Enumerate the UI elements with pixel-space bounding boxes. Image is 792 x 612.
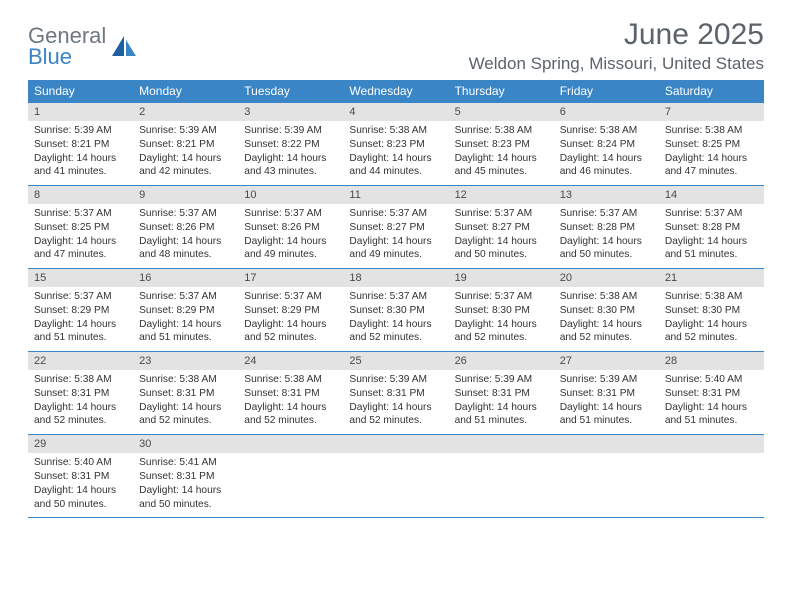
day-number-cell: 8 — [28, 186, 133, 205]
day-data-row: Sunrise: 5:37 AMSunset: 8:25 PMDaylight:… — [28, 204, 764, 269]
day-data-cell — [238, 453, 343, 518]
calendar-table: SundayMondayTuesdayWednesdayThursdayFrid… — [28, 80, 764, 518]
day-data-cell: Sunrise: 5:37 AMSunset: 8:30 PMDaylight:… — [449, 287, 554, 352]
day-data-cell: Sunrise: 5:39 AMSunset: 8:31 PMDaylight:… — [449, 370, 554, 435]
day-data-cell: Sunrise: 5:37 AMSunset: 8:25 PMDaylight:… — [28, 204, 133, 269]
weekday-header: Thursday — [449, 80, 554, 103]
day-data-cell: Sunrise: 5:38 AMSunset: 8:30 PMDaylight:… — [659, 287, 764, 352]
day-number-cell: 19 — [449, 269, 554, 288]
day-number-cell: 14 — [659, 186, 764, 205]
day-number-cell: 4 — [343, 103, 448, 122]
day-data-cell: Sunrise: 5:37 AMSunset: 8:30 PMDaylight:… — [343, 287, 448, 352]
day-data-row: Sunrise: 5:37 AMSunset: 8:29 PMDaylight:… — [28, 287, 764, 352]
day-number-cell: 13 — [554, 186, 659, 205]
day-data-row: Sunrise: 5:38 AMSunset: 8:31 PMDaylight:… — [28, 370, 764, 435]
location-text: Weldon Spring, Missouri, United States — [469, 54, 764, 74]
day-number-row: 891011121314 — [28, 186, 764, 205]
weekday-header: Tuesday — [238, 80, 343, 103]
day-data-cell: Sunrise: 5:39 AMSunset: 8:21 PMDaylight:… — [133, 121, 238, 186]
day-data-cell: Sunrise: 5:38 AMSunset: 8:31 PMDaylight:… — [28, 370, 133, 435]
weekday-header: Friday — [554, 80, 659, 103]
day-data-row: Sunrise: 5:40 AMSunset: 8:31 PMDaylight:… — [28, 453, 764, 518]
day-data-cell: Sunrise: 5:37 AMSunset: 8:26 PMDaylight:… — [133, 204, 238, 269]
day-number-cell — [449, 435, 554, 454]
logo: General Blue — [28, 18, 140, 68]
day-number-cell: 12 — [449, 186, 554, 205]
day-data-cell: Sunrise: 5:39 AMSunset: 8:21 PMDaylight:… — [28, 121, 133, 186]
day-number-cell: 5 — [449, 103, 554, 122]
day-number-row: 1234567 — [28, 103, 764, 122]
day-number-cell: 22 — [28, 352, 133, 371]
day-data-cell: Sunrise: 5:37 AMSunset: 8:26 PMDaylight:… — [238, 204, 343, 269]
day-number-cell: 10 — [238, 186, 343, 205]
day-data-cell: Sunrise: 5:41 AMSunset: 8:31 PMDaylight:… — [133, 453, 238, 518]
header: General Blue June 2025 Weldon Spring, Mi… — [28, 18, 764, 74]
day-number-cell: 18 — [343, 269, 448, 288]
day-number-cell: 16 — [133, 269, 238, 288]
day-number-row: 22232425262728 — [28, 352, 764, 371]
day-data-cell: Sunrise: 5:39 AMSunset: 8:31 PMDaylight:… — [554, 370, 659, 435]
day-number-cell: 11 — [343, 186, 448, 205]
day-data-cell: Sunrise: 5:37 AMSunset: 8:27 PMDaylight:… — [343, 204, 448, 269]
day-number-row: 15161718192021 — [28, 269, 764, 288]
day-number-cell: 15 — [28, 269, 133, 288]
day-number-cell: 25 — [343, 352, 448, 371]
day-data-cell: Sunrise: 5:38 AMSunset: 8:23 PMDaylight:… — [343, 121, 448, 186]
day-data-cell: Sunrise: 5:38 AMSunset: 8:30 PMDaylight:… — [554, 287, 659, 352]
day-data-cell — [659, 453, 764, 518]
day-number-cell — [343, 435, 448, 454]
day-number-cell: 26 — [449, 352, 554, 371]
day-number-cell — [554, 435, 659, 454]
day-data-cell: Sunrise: 5:38 AMSunset: 8:24 PMDaylight:… — [554, 121, 659, 186]
day-number-cell: 28 — [659, 352, 764, 371]
day-number-cell: 2 — [133, 103, 238, 122]
day-number-cell: 1 — [28, 103, 133, 122]
day-data-cell: Sunrise: 5:37 AMSunset: 8:29 PMDaylight:… — [238, 287, 343, 352]
logo-text: General Blue — [28, 26, 106, 68]
day-data-cell: Sunrise: 5:39 AMSunset: 8:22 PMDaylight:… — [238, 121, 343, 186]
day-data-cell — [343, 453, 448, 518]
title-block: June 2025 Weldon Spring, Missouri, Unite… — [469, 18, 764, 74]
day-data-cell: Sunrise: 5:40 AMSunset: 8:31 PMDaylight:… — [28, 453, 133, 518]
weekday-header: Saturday — [659, 80, 764, 103]
logo-sail-icon — [110, 34, 140, 60]
day-data-cell: Sunrise: 5:38 AMSunset: 8:23 PMDaylight:… — [449, 121, 554, 186]
day-number-cell: 30 — [133, 435, 238, 454]
day-data-cell: Sunrise: 5:37 AMSunset: 8:29 PMDaylight:… — [133, 287, 238, 352]
weekday-header: Sunday — [28, 80, 133, 103]
day-number-cell: 3 — [238, 103, 343, 122]
day-data-cell: Sunrise: 5:39 AMSunset: 8:31 PMDaylight:… — [343, 370, 448, 435]
day-number-cell: 27 — [554, 352, 659, 371]
day-data-cell — [449, 453, 554, 518]
day-number-cell: 7 — [659, 103, 764, 122]
page-title: June 2025 — [469, 18, 764, 52]
day-data-cell: Sunrise: 5:40 AMSunset: 8:31 PMDaylight:… — [659, 370, 764, 435]
weekday-header: Monday — [133, 80, 238, 103]
day-number-row: 2930 — [28, 435, 764, 454]
day-data-cell — [554, 453, 659, 518]
day-number-cell: 17 — [238, 269, 343, 288]
day-number-cell: 20 — [554, 269, 659, 288]
day-number-cell — [659, 435, 764, 454]
day-data-row: Sunrise: 5:39 AMSunset: 8:21 PMDaylight:… — [28, 121, 764, 186]
day-data-cell: Sunrise: 5:37 AMSunset: 8:28 PMDaylight:… — [554, 204, 659, 269]
day-number-cell: 29 — [28, 435, 133, 454]
day-data-cell: Sunrise: 5:37 AMSunset: 8:29 PMDaylight:… — [28, 287, 133, 352]
day-data-cell: Sunrise: 5:37 AMSunset: 8:27 PMDaylight:… — [449, 204, 554, 269]
day-number-cell: 21 — [659, 269, 764, 288]
day-number-cell: 6 — [554, 103, 659, 122]
day-number-cell: 24 — [238, 352, 343, 371]
day-data-cell: Sunrise: 5:38 AMSunset: 8:31 PMDaylight:… — [133, 370, 238, 435]
logo-word2: Blue — [28, 44, 72, 69]
day-data-cell: Sunrise: 5:38 AMSunset: 8:25 PMDaylight:… — [659, 121, 764, 186]
day-data-cell: Sunrise: 5:38 AMSunset: 8:31 PMDaylight:… — [238, 370, 343, 435]
weekday-header: Wednesday — [343, 80, 448, 103]
day-number-cell: 9 — [133, 186, 238, 205]
weekday-header-row: SundayMondayTuesdayWednesdayThursdayFrid… — [28, 80, 764, 103]
day-number-cell: 23 — [133, 352, 238, 371]
day-data-cell: Sunrise: 5:37 AMSunset: 8:28 PMDaylight:… — [659, 204, 764, 269]
day-number-cell — [238, 435, 343, 454]
